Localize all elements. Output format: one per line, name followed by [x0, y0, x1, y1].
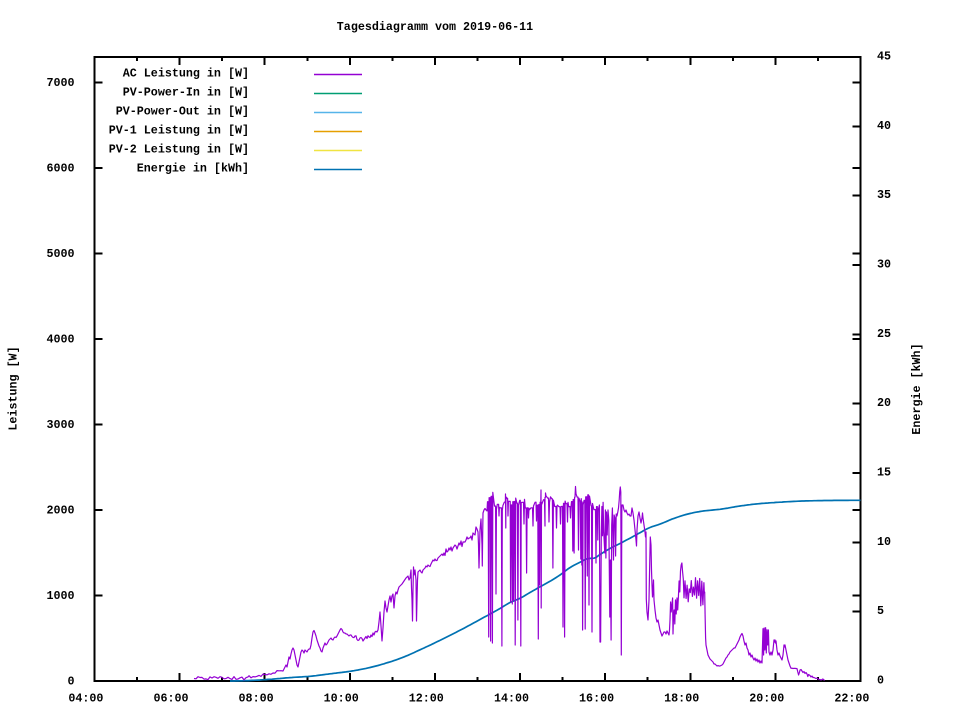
svg-text:10:00: 10:00	[324, 692, 359, 706]
svg-text:15: 15	[877, 466, 891, 480]
svg-text:5000: 5000	[46, 247, 74, 261]
svg-text:7000: 7000	[46, 76, 74, 90]
svg-text:PV-Power-In in [W]: PV-Power-In in [W]	[123, 86, 249, 100]
svg-text:20: 20	[877, 396, 891, 410]
svg-text:22:00: 22:00	[834, 692, 869, 706]
svg-text:45: 45	[877, 50, 891, 64]
svg-text:18:00: 18:00	[664, 692, 699, 706]
svg-text:40: 40	[877, 119, 891, 133]
svg-text:14:00: 14:00	[494, 692, 529, 706]
svg-text:2000: 2000	[46, 504, 74, 518]
svg-text:35: 35	[877, 188, 891, 202]
svg-text:Tagesdiagramm vom 2019-06-11: Tagesdiagramm vom 2019-06-11	[337, 20, 533, 34]
svg-text:Leistung [W]: Leistung [W]	[7, 346, 21, 430]
svg-text:10: 10	[877, 535, 891, 549]
svg-text:3000: 3000	[46, 418, 74, 432]
svg-text:6000: 6000	[46, 162, 74, 176]
svg-text:Energie in [kWh]: Energie in [kWh]	[137, 162, 249, 176]
svg-text:25: 25	[877, 327, 891, 341]
svg-text:PV-1 Leistung in [W]: PV-1 Leistung in [W]	[109, 124, 249, 138]
svg-text:5: 5	[877, 604, 884, 618]
svg-text:30: 30	[877, 258, 891, 272]
svg-text:12:00: 12:00	[409, 692, 444, 706]
svg-text:20:00: 20:00	[749, 692, 784, 706]
svg-text:Energie [kWh]: Energie [kWh]	[910, 343, 924, 434]
svg-text:4000: 4000	[46, 333, 74, 347]
svg-text:16:00: 16:00	[579, 692, 614, 706]
svg-text:PV-Power-Out in [W]: PV-Power-Out in [W]	[116, 105, 249, 119]
svg-text:1000: 1000	[46, 589, 74, 603]
svg-text:AC Leistung in [W]: AC Leistung in [W]	[123, 67, 249, 81]
svg-text:04:00: 04:00	[68, 692, 103, 706]
svg-text:0: 0	[877, 674, 884, 688]
svg-text:06:00: 06:00	[153, 692, 188, 706]
svg-text:0: 0	[67, 675, 74, 689]
svg-text:08:00: 08:00	[239, 692, 274, 706]
svg-text:PV-2 Leistung in [W]: PV-2 Leistung in [W]	[109, 143, 249, 157]
